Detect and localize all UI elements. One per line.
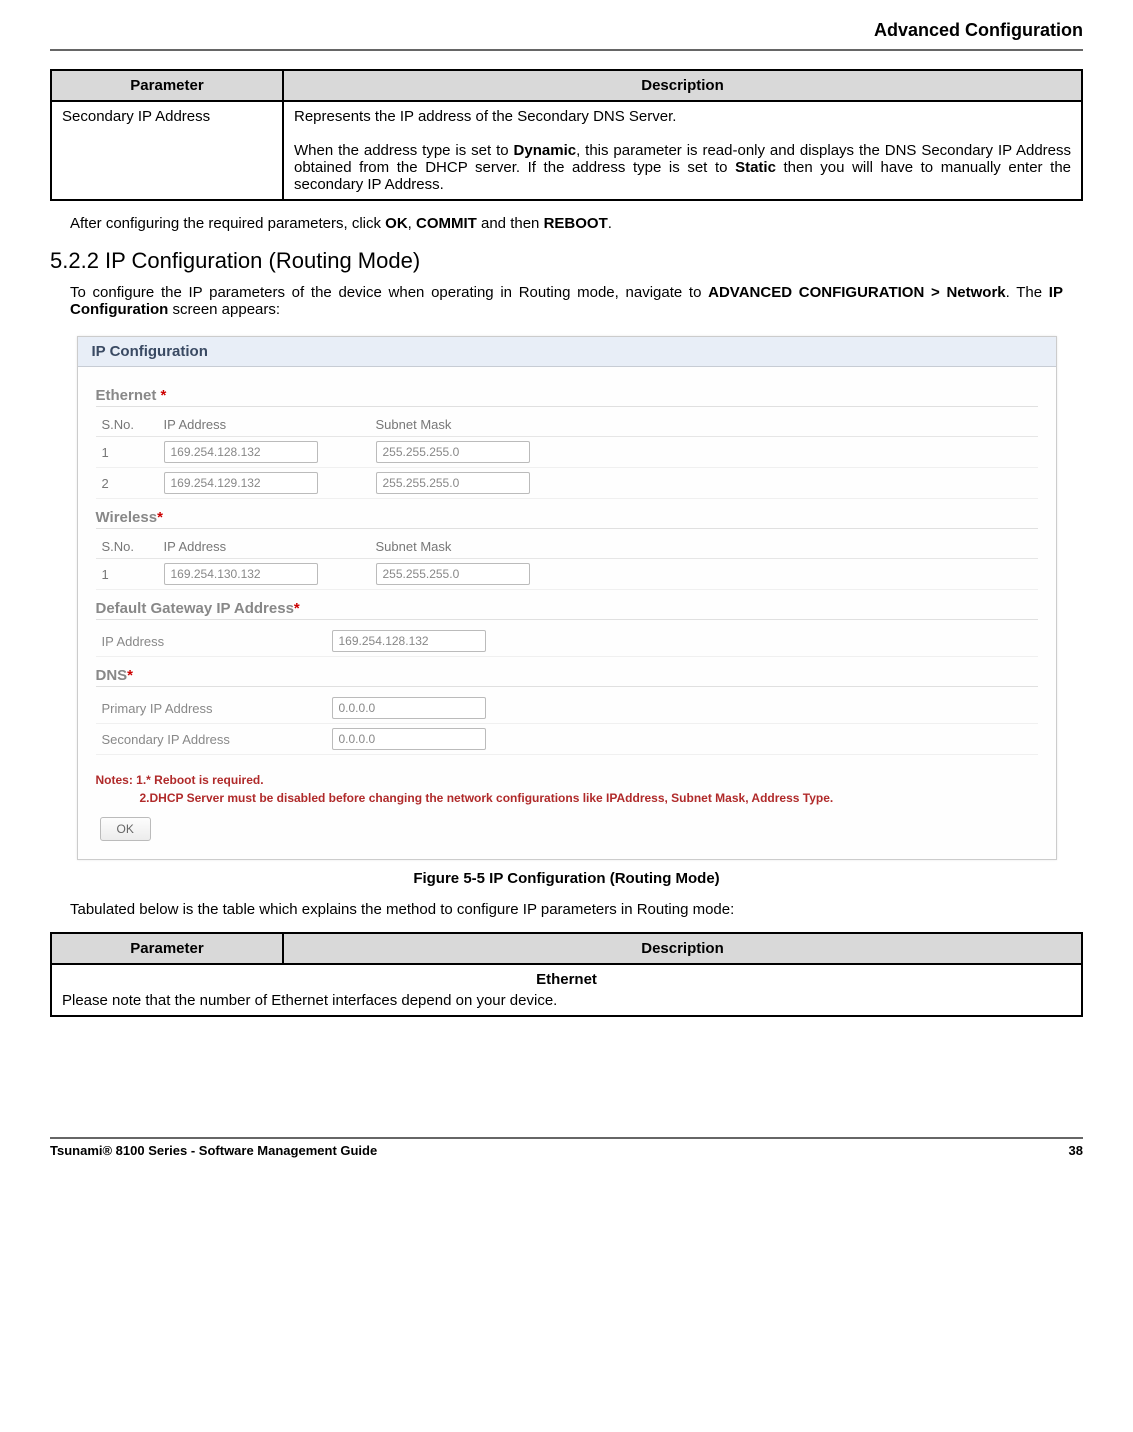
table2-eth-heading: Ethernet	[51, 964, 1082, 990]
tabulated-intro: Tabulated below is the table which expla…	[70, 901, 1083, 918]
wl-col-ip: IP Address	[158, 535, 370, 559]
wireless-table: S.No. IP Address Subnet Mask 1	[96, 535, 1038, 590]
eth-row1-mask-input[interactable]	[376, 441, 530, 463]
panel-title: IP Configuration	[78, 337, 1056, 367]
dns-secondary-input[interactable]	[332, 728, 486, 750]
desc-bold-dynamic: Dynamic	[514, 142, 577, 159]
intro-pre: To configure the IP parameters of the de…	[70, 284, 708, 301]
dns-secondary-row: Secondary IP Address	[96, 724, 1038, 755]
gateway-key: IP Address	[102, 634, 332, 649]
gateway-section-label: Default Gateway IP Address*	[96, 600, 1038, 620]
table-row: 2	[96, 468, 1038, 499]
table1-param: Secondary IP Address	[51, 101, 283, 200]
intro-post: screen appears:	[168, 301, 280, 318]
eth-row2-ip-input[interactable]	[164, 472, 318, 494]
dns-primary-input[interactable]	[332, 697, 486, 719]
section-intro: To configure the IP parameters of the de…	[70, 284, 1063, 318]
after-table-instruction: After configuring the required parameter…	[70, 215, 1083, 232]
intro-mid: . The	[1006, 284, 1049, 301]
ethernet-label-text: Ethernet	[96, 387, 161, 404]
ethernet-section-label: Ethernet *	[96, 387, 1038, 407]
dns-secondary-key: Secondary IP Address	[102, 732, 332, 747]
asterisk-icon: *	[157, 509, 163, 526]
eth-row1-ip-input[interactable]	[164, 441, 318, 463]
page-header-title: Advanced Configuration	[50, 20, 1083, 41]
instr-sep2: and then	[477, 215, 544, 232]
desc-pre: When the address type is set to	[294, 142, 514, 159]
eth-col-ip: IP Address	[158, 413, 370, 437]
table1-desc: Represents the IP address of the Seconda…	[283, 101, 1082, 200]
table1-head-desc: Description	[283, 70, 1082, 101]
eth-col-mask: Subnet Mask	[370, 413, 1038, 437]
table1-desc-line1: Represents the IP address of the Seconda…	[294, 108, 676, 125]
table-row: 1	[96, 437, 1038, 468]
ethernet-table: S.No. IP Address Subnet Mask 1 2	[96, 413, 1038, 499]
wl-row1-sno: 1	[96, 559, 158, 590]
dns-section-label: DNS*	[96, 667, 1038, 687]
table-row: 1	[96, 559, 1038, 590]
desc-bold-static: Static	[735, 159, 776, 176]
table-row: Ethernet	[51, 964, 1082, 990]
gateway-row: IP Address	[96, 626, 1038, 657]
eth-row1-sno: 1	[96, 437, 158, 468]
eth-col-sno: S.No.	[96, 413, 158, 437]
parameter-table-1: Parameter Description Secondary IP Addre…	[50, 69, 1083, 201]
table2-eth-note: Please note that the number of Ethernet …	[51, 990, 1082, 1016]
dns-label-text: DNS	[96, 667, 128, 684]
instr-pre: After configuring the required parameter…	[70, 215, 385, 232]
note-line1: Notes: 1.* Reboot is required.	[96, 773, 264, 787]
gateway-label-text: Default Gateway IP Address	[96, 600, 294, 617]
instr-sep1: ,	[408, 215, 416, 232]
instr-commit: COMMIT	[416, 215, 477, 232]
instr-reboot: REBOOT	[544, 215, 608, 232]
parameter-table-2: Parameter Description Ethernet Please no…	[50, 932, 1083, 1017]
eth-row2-mask-input[interactable]	[376, 472, 530, 494]
footer-page-number: 38	[1069, 1143, 1083, 1158]
figure-caption: Figure 5-5 IP Configuration (Routing Mod…	[50, 870, 1083, 887]
footer-left: Tsunami® 8100 Series - Software Manageme…	[50, 1143, 377, 1158]
asterisk-icon: *	[127, 667, 133, 684]
ip-config-screenshot: IP Configuration Ethernet * S.No. IP Add…	[77, 336, 1057, 860]
wl-row1-mask-input[interactable]	[376, 563, 530, 585]
dns-primary-row: Primary IP Address	[96, 693, 1038, 724]
table2-head-desc: Description	[283, 933, 1082, 964]
dns-primary-key: Primary IP Address	[102, 701, 332, 716]
wl-row1-ip-input[interactable]	[164, 563, 318, 585]
notes-block: Notes: 1.* Reboot is required. 2.DHCP Se…	[96, 771, 1038, 807]
header-rule	[50, 49, 1083, 51]
asterisk-icon: *	[161, 387, 167, 404]
note-line2: 2.DHCP Server must be disabled before ch…	[96, 789, 1038, 807]
table2-head-param: Parameter	[51, 933, 283, 964]
section-heading: 5.2.2 IP Configuration (Routing Mode)	[50, 248, 1083, 274]
table-row: Secondary IP Address Represents the IP a…	[51, 101, 1082, 200]
asterisk-icon: *	[294, 600, 300, 617]
intro-nav-path: ADVANCED CONFIGURATION > Network	[708, 284, 1006, 301]
wl-col-sno: S.No.	[96, 535, 158, 559]
eth-row2-sno: 2	[96, 468, 158, 499]
ok-button[interactable]: OK	[100, 817, 151, 841]
wireless-section-label: Wireless*	[96, 509, 1038, 529]
table1-head-param: Parameter	[51, 70, 283, 101]
instr-post: .	[608, 215, 612, 232]
wireless-label-text: Wireless	[96, 509, 158, 526]
wl-col-mask: Subnet Mask	[370, 535, 1038, 559]
table-row: Please note that the number of Ethernet …	[51, 990, 1082, 1016]
instr-ok: OK	[385, 215, 408, 232]
gateway-ip-input[interactable]	[332, 630, 486, 652]
